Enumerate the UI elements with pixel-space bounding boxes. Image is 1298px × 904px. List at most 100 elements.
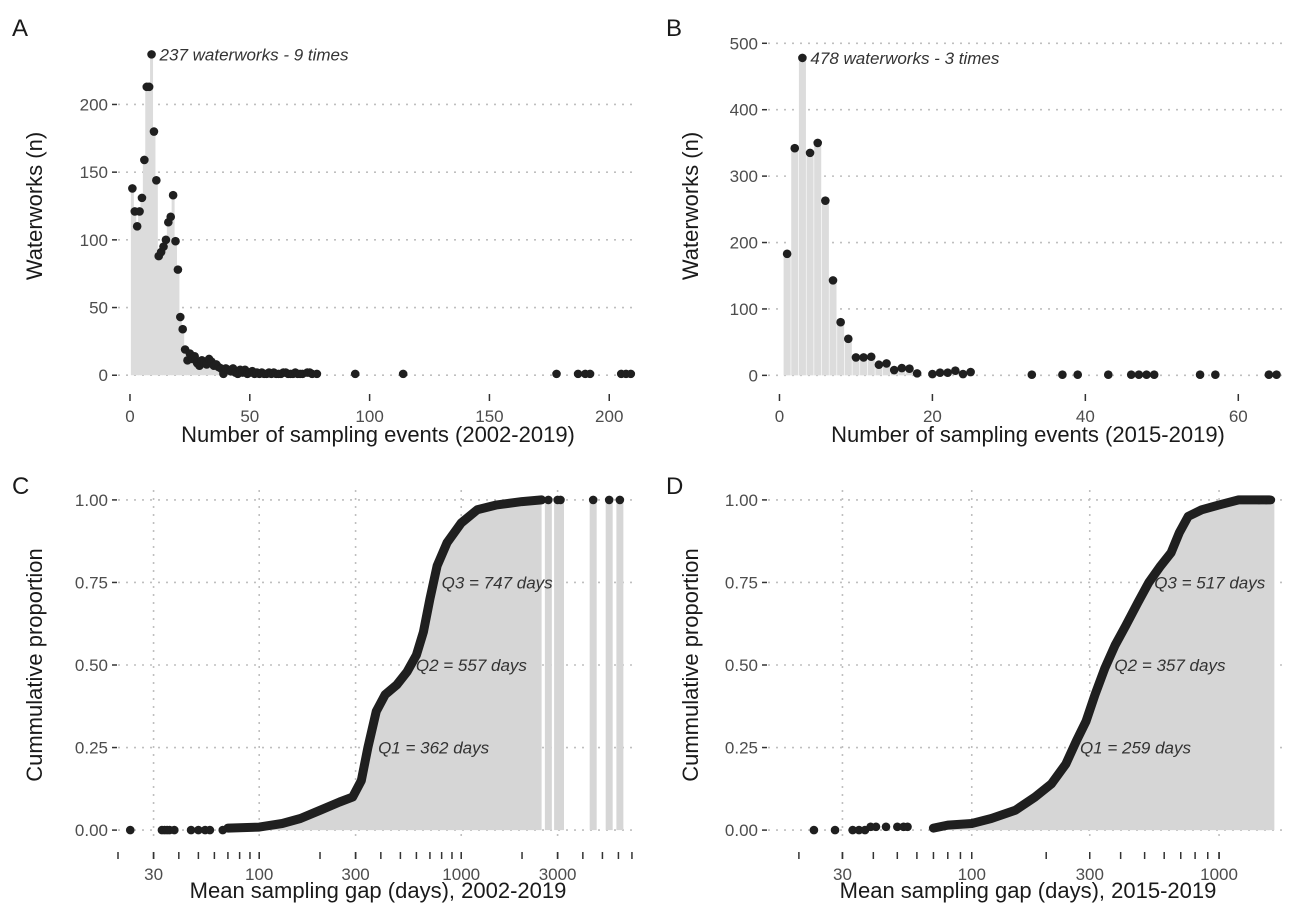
y-tick-label: 0.00 <box>725 821 758 840</box>
y-tick-label: 200 <box>80 95 108 114</box>
tail-band <box>589 499 597 831</box>
histogram-bar <box>867 356 875 376</box>
data-point <box>874 360 884 370</box>
data-point <box>186 825 196 835</box>
data-point <box>903 822 912 832</box>
histogram-bar <box>185 360 189 376</box>
histogram-bar <box>798 57 806 376</box>
panel-d: Q1 = 259 days Q2 = 357 days Q3 = 517 days 0… <box>678 490 1288 903</box>
histogram-bar <box>852 357 860 376</box>
quartile-annotation: Q3 = 517 days <box>1154 573 1266 592</box>
histogram-bar <box>133 211 137 376</box>
histogram-bar <box>140 197 144 376</box>
tail-band <box>605 499 613 831</box>
histogram-bar <box>150 54 154 376</box>
data-point <box>782 249 792 259</box>
tail-band <box>544 499 552 831</box>
y-tick-label: 150 <box>80 163 108 182</box>
data-point <box>813 138 823 148</box>
x-tick-label: 40 <box>1076 407 1095 426</box>
x-tick-label: 3000 <box>539 865 577 884</box>
histogram-bar <box>791 148 799 376</box>
x-tick-label: 200 <box>595 407 623 426</box>
panel-a: 237 waterworks - 9 times 0 50 100 150 200 0 50 1… <box>22 45 638 447</box>
histogram-bar <box>875 364 883 376</box>
histogram-bar <box>202 363 206 376</box>
data-point <box>897 363 907 373</box>
cumulative-area <box>227 499 542 831</box>
quartile-annotation: Q2 = 557 days <box>416 656 528 675</box>
data-point <box>171 236 180 246</box>
y-tick-label: 0.25 <box>75 739 108 758</box>
data-point <box>1195 370 1205 379</box>
histogram-bar <box>178 317 182 376</box>
data-point <box>615 495 625 505</box>
data-point <box>544 495 553 505</box>
x-tick-label: 300 <box>1076 865 1104 884</box>
x-tick-label: 100 <box>355 407 383 426</box>
data-point <box>912 369 922 378</box>
tail-band <box>616 499 624 831</box>
data-point <box>312 369 322 379</box>
data-point <box>893 822 902 832</box>
x-tick-label: 1000 <box>442 865 480 884</box>
cumulative-area <box>933 499 1270 831</box>
data-point <box>1103 370 1113 379</box>
x-tick-label: 30 <box>144 865 163 884</box>
data-point <box>1027 370 1037 379</box>
data-point <box>585 369 595 379</box>
y-tick-label: 100 <box>80 231 108 250</box>
y-tick-label: 0.00 <box>75 821 108 840</box>
y-tick-label: 0.25 <box>725 739 758 758</box>
data-point <box>830 825 840 835</box>
histogram-bar <box>154 180 158 376</box>
data-point <box>1073 370 1083 379</box>
data-point <box>147 50 156 59</box>
data-point <box>552 369 561 379</box>
x-axis-title: Number of sampling events (2015-2019) <box>831 422 1225 447</box>
data-point <box>1142 370 1151 379</box>
data-point <box>889 365 899 375</box>
data-point <box>935 368 945 378</box>
x-axis-title: Mean sampling gap (days), 2002-2019 <box>190 878 567 903</box>
panel-b: 478 waterworks - 3 times0100200300400500… <box>678 34 1288 447</box>
panel-label-d: D <box>666 473 683 500</box>
data-point <box>881 822 891 832</box>
y-tick-label: 1.00 <box>725 491 758 510</box>
x-tick-label: 20 <box>923 407 942 426</box>
x-tick-label: 60 <box>1229 407 1248 426</box>
histogram-bar <box>190 358 194 376</box>
y-tick-label: 200 <box>730 234 758 253</box>
data-point <box>951 366 960 376</box>
data-point <box>866 352 876 362</box>
data-point <box>809 825 819 835</box>
histogram-bar <box>147 86 151 376</box>
data-point <box>805 148 815 158</box>
data-point <box>859 353 868 362</box>
histogram-bar <box>821 200 829 376</box>
x-axis-title: Number of sampling events (2002-2019) <box>181 422 575 447</box>
histogram-bar <box>837 322 845 376</box>
data-point <box>144 82 154 92</box>
x-tick-label: 30 <box>833 865 852 884</box>
histogram-bar <box>164 239 168 376</box>
data-point <box>159 242 168 251</box>
data-point <box>194 825 203 835</box>
data-point <box>190 351 199 361</box>
panel-c: Q1 = 362 days Q2 = 557 days Q3 = 747 days 0… <box>22 490 638 903</box>
y-tick-label: 0 <box>99 366 108 385</box>
histogram-bar <box>171 195 175 376</box>
data-point <box>173 265 183 274</box>
histogram-bar <box>814 142 822 376</box>
data-point <box>125 825 135 835</box>
data-point <box>871 822 881 832</box>
y-tick-label: 0.50 <box>75 656 108 675</box>
histogram-bar <box>197 365 201 376</box>
data-point <box>848 825 857 835</box>
histogram-bar <box>212 365 216 376</box>
histogram-bar <box>860 357 868 376</box>
histogram-bar <box>188 353 192 376</box>
data-point <box>166 212 176 222</box>
histogram-bar <box>135 226 139 376</box>
